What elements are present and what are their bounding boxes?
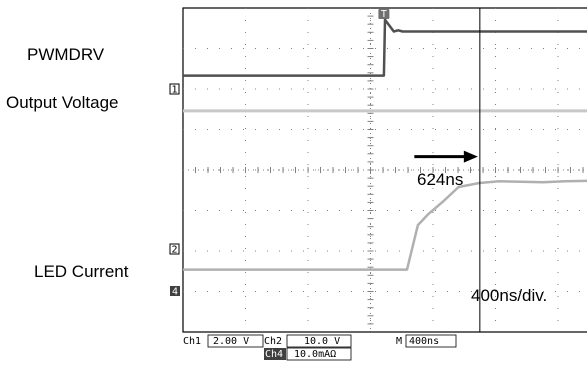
- ch4-scale: 10.0mAΩ: [294, 349, 336, 360]
- delay-arrow-head: [463, 150, 478, 163]
- ch4-name: Ch4: [265, 349, 283, 360]
- led-current-label: LED Current: [34, 262, 129, 281]
- ch1-marker: 1: [169, 83, 180, 96]
- ch2-marker-label: 2: [171, 245, 177, 256]
- ch2-marker: 2: [169, 243, 180, 256]
- pwmdrv-label: PWMDRV: [27, 45, 105, 64]
- output-voltage-label: Output Voltage: [6, 93, 118, 112]
- ch1-marker-label: 1: [171, 85, 177, 96]
- delay-label: 624ns: [417, 170, 463, 189]
- delay-arrow: [414, 150, 478, 163]
- readout-bar: Ch1 2.00 V Ch2 10.0 V M 400ns Ch4 10.0mA…: [183, 334, 457, 361]
- ch1-scale: 2.00 V: [213, 336, 249, 347]
- trigger-marker-box: [378, 9, 390, 19]
- traces: [183, 18, 587, 271]
- graticule: [182, 7, 587, 333]
- ch2-scale: 10.0 V: [304, 336, 340, 347]
- trace-pwmdrv: [183, 18, 587, 77]
- ch4-marker-label: 4: [172, 287, 178, 298]
- trigger-marker-symbol: T: [381, 9, 387, 20]
- trigger-marker: T: [378, 9, 390, 20]
- ch2-name: Ch2: [264, 336, 282, 347]
- trace-led-current: [183, 179, 587, 271]
- m-scale: 400ns: [409, 336, 439, 347]
- ch4-marker: 4: [170, 286, 180, 298]
- timebase-label: 400ns/div.: [471, 286, 547, 305]
- m-name: M: [396, 336, 402, 347]
- ch1-name: Ch1: [183, 336, 201, 347]
